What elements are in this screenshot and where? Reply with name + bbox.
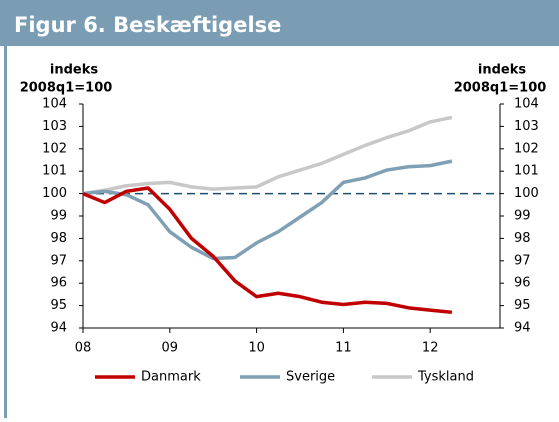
x-tick-label: 08 <box>75 341 92 356</box>
y-tick-label: 103 <box>42 119 67 134</box>
y2-tick-label: 94 <box>514 321 531 336</box>
y-tick-label: 94 <box>50 321 67 336</box>
y-tick-label: 98 <box>50 231 67 246</box>
y-label: 2008q1=100 <box>20 81 113 96</box>
y2-tick-label: 99 <box>514 209 531 224</box>
y-label: indeks <box>50 63 98 78</box>
legend-label: Sverige <box>286 370 335 385</box>
y-tick-label: 102 <box>42 141 67 156</box>
legend-label: Danmark <box>141 370 201 385</box>
y2-label: 2008q1=100 <box>454 81 547 96</box>
y2-tick-label: 95 <box>514 298 531 313</box>
series-line <box>82 115 453 196</box>
series-line <box>82 159 453 261</box>
y2-label: indeks <box>478 63 526 78</box>
y2-tick-label: 103 <box>514 119 539 134</box>
x-tick-label: 09 <box>162 341 179 356</box>
y2-tick-label: 101 <box>514 164 539 179</box>
left-border <box>4 46 7 418</box>
y2-tick-label: 98 <box>514 231 531 246</box>
y2-tick-label: 96 <box>514 276 531 291</box>
y2-tick-label: 100 <box>514 186 539 201</box>
y2-tick-label: 102 <box>514 141 539 156</box>
y-tick-label: 97 <box>50 253 67 268</box>
y-tick-label: 100 <box>42 186 67 201</box>
x-tick-label: 10 <box>248 341 265 356</box>
series-line <box>82 186 453 315</box>
title-bar <box>0 0 559 46</box>
x-tick-label: 12 <box>422 341 439 356</box>
y-tick-label: 104 <box>42 97 67 112</box>
y-tick-label: 101 <box>42 164 67 179</box>
y2-tick-label: 104 <box>514 97 539 112</box>
y2-tick-label: 97 <box>514 253 531 268</box>
y-tick-label: 99 <box>50 209 67 224</box>
y-tick-label: 95 <box>50 298 67 313</box>
chart-title: Figur 6. Beskæftigelse <box>14 13 281 37</box>
legend-label: Tyskland <box>417 370 474 385</box>
x-tick-label: 11 <box>335 341 352 356</box>
y-tick-label: 96 <box>50 276 67 291</box>
